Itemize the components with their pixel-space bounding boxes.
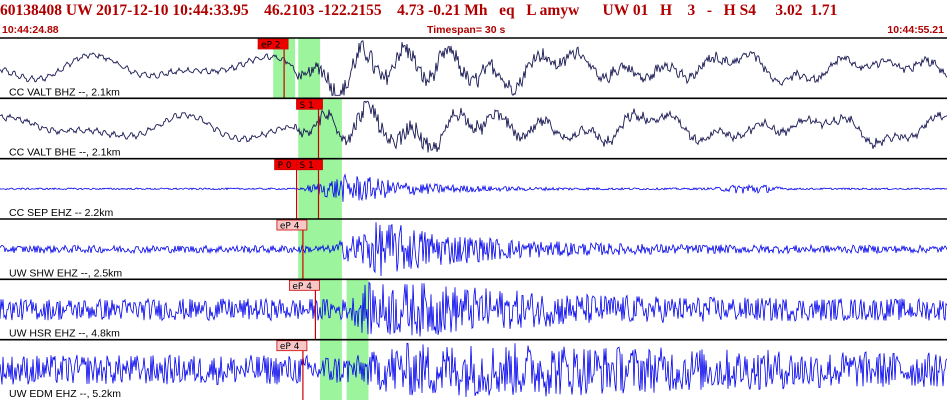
channel-label: CC SEP EHZ -- 2.2km	[9, 207, 113, 219]
pick-window	[320, 339, 342, 400]
event-type: eq	[499, 2, 515, 19]
waveform-trace	[0, 40, 947, 97]
end-time: 10:44:55.21	[887, 24, 944, 36]
channel-panel: eP 2 CC VALT BHZ --, 2.1km	[0, 38, 947, 99]
origin-date: 2017-12-10	[96, 2, 169, 19]
pick-window	[298, 219, 321, 280]
pick-window	[346, 339, 369, 400]
pick-window	[320, 98, 342, 159]
channel-label: CC VALT BHZ --, 2.1km	[9, 86, 120, 98]
channel-panel: eP 4 UW HSR EHZ --, 4.8km	[0, 279, 947, 340]
waveform-trace	[0, 222, 947, 277]
network-code: UW	[65, 2, 93, 19]
timespan-label: Timespan= 30 s	[427, 24, 506, 36]
latitude: 46.2103	[264, 2, 315, 19]
waveform-trace	[0, 100, 947, 153]
waveform-trace	[0, 281, 947, 337]
pick-label: P 0	[278, 161, 292, 171]
pick-window	[320, 158, 342, 219]
source-code: UW	[602, 2, 629, 19]
pick-label-box	[296, 159, 323, 171]
channel-label: UW HSR EHZ --, 4.8km	[9, 328, 120, 340]
pick-label-box	[276, 340, 308, 352]
pick-label-box	[296, 98, 323, 110]
pick-label: S 1	[300, 161, 314, 171]
pick-label: eP 4	[280, 222, 300, 232]
depth: 4.73	[397, 2, 425, 19]
quality: H	[723, 2, 736, 19]
pick-label-box	[288, 279, 320, 291]
magnitude-type: Mh	[464, 2, 488, 19]
event-id: 60138408	[0, 2, 62, 19]
magnitude: -0.21	[428, 2, 461, 19]
gap-value: 1.71	[810, 2, 838, 19]
rms: 3.02	[775, 2, 803, 19]
flag-h: H	[659, 2, 672, 19]
channel-panel: S 1 CC VALT BHE --, 2.1km	[0, 98, 947, 159]
pick-window	[320, 219, 342, 280]
pick-label: S 1	[300, 101, 314, 111]
analyst: amyw	[539, 2, 580, 19]
origin-time: 10:44:33.95	[172, 2, 249, 19]
longitude: -122.2155	[318, 2, 382, 19]
start-time: 10:44:24.88	[2, 24, 59, 36]
stat: S4	[739, 2, 756, 19]
channel-label: UW SHW EHZ --, 2.5km	[9, 267, 122, 279]
channel-panel: eP 4 UW SHW EHZ --, 2.5km	[0, 219, 947, 280]
version: 01	[632, 2, 649, 19]
pick-label-box	[257, 38, 289, 50]
event-summary-line: 60138408 UW 2017-12-10 10:44:33.95 46.21…	[0, 0, 947, 22]
pick-label: eP 4	[292, 282, 312, 292]
pick-label-box	[276, 219, 308, 231]
location-flag: L	[526, 2, 536, 19]
channel-label: CC VALT BHE --, 2.1km	[9, 147, 121, 159]
channel-label: UW EDM EHZ --, 5.2km	[9, 388, 121, 400]
time-axis-header: 10:44:24.88 Timespan= 30 s 10:44:55.21	[0, 23, 947, 37]
channel-panel: eP 4 UW EDM EHZ --, 5.2km	[0, 339, 947, 400]
pick-label: eP 2	[261, 41, 281, 51]
channel-panel: P 0 S 1 CC SEP EHZ -- 2.2km	[0, 158, 947, 219]
pick-window	[298, 98, 321, 159]
num-picks: 3	[687, 2, 696, 19]
waveform-trace	[0, 173, 947, 202]
waveform-trace	[0, 342, 947, 398]
pick-label: eP 4	[280, 342, 300, 352]
dash: -	[706, 2, 713, 19]
